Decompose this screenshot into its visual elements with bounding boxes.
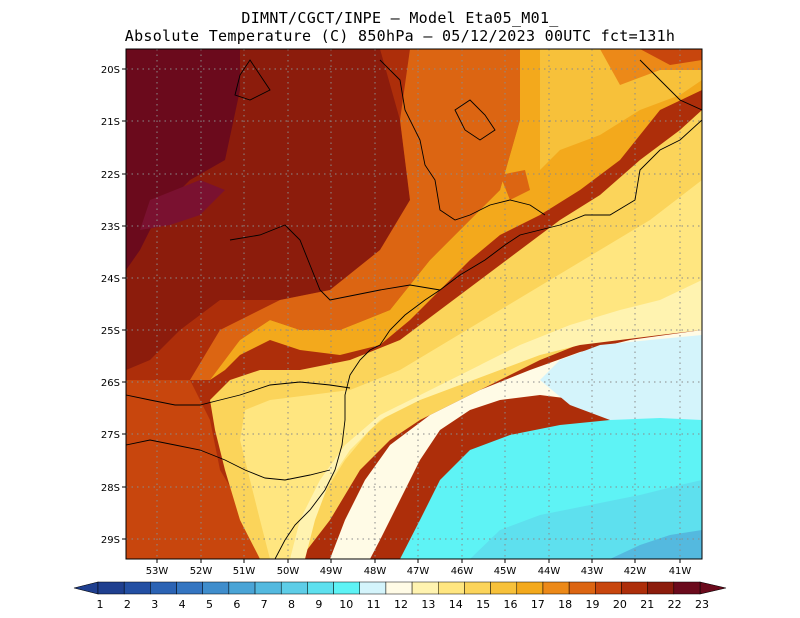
colorbar-swatch-7 xyxy=(254,581,282,595)
colorbar-swatch-2 xyxy=(123,581,151,595)
reservoir-outline xyxy=(454,99,496,141)
map-title-line1: DIMNT/CGCT/INPE – Model Eta05_M01_ xyxy=(241,9,559,27)
colorbar-swatch-18 xyxy=(542,581,570,595)
state-border-sp-pr xyxy=(229,224,441,301)
colorbar-swatch-1 xyxy=(97,581,125,595)
state-border-es xyxy=(639,59,702,111)
colorbar-label-15: 15 xyxy=(476,598,490,611)
colorbar-swatch-3 xyxy=(150,581,177,595)
lat-label-25S: 25S xyxy=(101,326,120,337)
colorbar-label-21: 21 xyxy=(640,598,654,611)
colorbar: 1 2 3 4 5 6 7 8 9 10 11 12 13 14 15 16 17 18 19 20 21 22 23 xyxy=(73,581,727,611)
map-title-line2: Absolute Temperature (C) 850hPa – 05/12/… xyxy=(124,27,676,45)
colorbar-swatch-13 xyxy=(411,581,439,595)
temperature-field xyxy=(126,49,702,559)
map-frame xyxy=(125,48,703,560)
colorbar-swatch-20 xyxy=(595,581,622,595)
lat-label-21S: 21S xyxy=(101,117,120,128)
colorbar-swatch-14 xyxy=(438,581,465,595)
lat-label-22S: 22S xyxy=(101,170,120,181)
lat-axis: 20S 21S 22S 23S 24S 25S 26S 27S 28S 29S xyxy=(101,65,126,546)
lon-label-44W: 44W xyxy=(538,566,561,577)
lat-label-27S: 27S xyxy=(101,430,120,441)
lat-lon-grid xyxy=(126,49,702,559)
field-16 xyxy=(540,49,702,170)
colorbar-label-3: 3 xyxy=(151,598,158,611)
colorbar-label-22: 22 xyxy=(668,598,682,611)
colorbar-swatch-4 xyxy=(176,581,203,595)
colorbar-swatch-8 xyxy=(280,581,308,595)
lon-label-41W: 41W xyxy=(669,566,692,577)
colorbar-label-14: 14 xyxy=(449,598,463,611)
field-19 xyxy=(190,49,520,380)
field-8 xyxy=(610,530,702,559)
lon-label-43W: 43W xyxy=(581,566,604,577)
colorbar-label-2: 2 xyxy=(124,598,131,611)
lon-label-53W: 53W xyxy=(146,566,169,577)
state-border-mg-sp xyxy=(379,59,546,221)
colorbar-label-16: 16 xyxy=(503,598,517,611)
field-13 xyxy=(290,280,702,559)
colorbar-swatch-11 xyxy=(359,581,387,595)
colorbar-label-12: 12 xyxy=(394,598,408,611)
colorbar-swatch-5 xyxy=(202,581,230,595)
lon-label-47W: 47W xyxy=(407,566,430,577)
colorbar-label-9: 9 xyxy=(315,598,322,611)
colorbar-label-20: 20 xyxy=(613,598,627,611)
lon-label-50W: 50W xyxy=(277,566,300,577)
colorbar-label-17: 17 xyxy=(531,598,545,611)
lat-label-26S: 26S xyxy=(101,378,120,389)
lat-label-23S: 23S xyxy=(101,222,120,233)
state-border-pr-sc xyxy=(126,381,351,406)
colorbar-swatch-12 xyxy=(385,581,413,595)
lat-label-28S: 28S xyxy=(101,483,120,494)
colorbar-label-8: 8 xyxy=(288,598,295,611)
lon-axis: 53W 52W 51W 50W 49W 48W 47W 46W 45W 44W 43W 42W 41W xyxy=(146,559,692,577)
colorbar-label-1: 1 xyxy=(97,598,104,611)
colorbar-swatch-23 xyxy=(673,581,701,595)
colorbar-label-19: 19 xyxy=(586,598,600,611)
field-23b xyxy=(140,180,225,230)
colorbar-label-18: 18 xyxy=(558,598,572,611)
lat-label-20S: 20S xyxy=(101,65,120,76)
lon-label-46W: 46W xyxy=(451,566,474,577)
lake-outline xyxy=(234,59,271,101)
state-border-sc-rs xyxy=(126,439,331,481)
lon-label-51W: 51W xyxy=(233,566,256,577)
lat-label-29S: 29S xyxy=(101,535,120,546)
colorbar-swatch-6 xyxy=(228,581,256,595)
lon-label-45W: 45W xyxy=(494,566,517,577)
lon-label-49W: 49W xyxy=(320,566,343,577)
colorbar-swatch-21 xyxy=(621,581,648,595)
colorbar-swatch-16 xyxy=(490,581,518,595)
colorbar-label-5: 5 xyxy=(206,598,213,611)
field-20-ne xyxy=(640,49,702,65)
colorbar-arrow-right xyxy=(699,581,727,595)
lat-label-24S: 24S xyxy=(101,274,120,285)
colorbar-swatch-17 xyxy=(516,581,544,595)
lon-label-48W: 48W xyxy=(364,566,387,577)
lon-label-42W: 42W xyxy=(624,566,647,577)
colorbar-label-7: 7 xyxy=(261,598,268,611)
colorbar-label-13: 13 xyxy=(421,598,435,611)
colorbar-swatch-9 xyxy=(307,581,334,595)
field-19-spot xyxy=(500,170,530,200)
colorbar-swatch-19 xyxy=(568,581,596,595)
colorbar-swatch-15 xyxy=(464,581,491,595)
colorbar-label-6: 6 xyxy=(233,598,240,611)
lon-label-52W: 52W xyxy=(190,566,213,577)
colorbar-swatch-22 xyxy=(647,581,675,595)
colorbar-label-23: 23 xyxy=(695,598,709,611)
colorbar-label-11: 11 xyxy=(367,598,381,611)
coastline xyxy=(274,119,702,559)
colorbar-swatch-10 xyxy=(333,581,360,595)
coastline-borders xyxy=(126,59,702,559)
colorbar-label-4: 4 xyxy=(179,598,186,611)
colorbar-label-10: 10 xyxy=(339,598,353,611)
colorbar-arrow-left xyxy=(73,581,99,595)
